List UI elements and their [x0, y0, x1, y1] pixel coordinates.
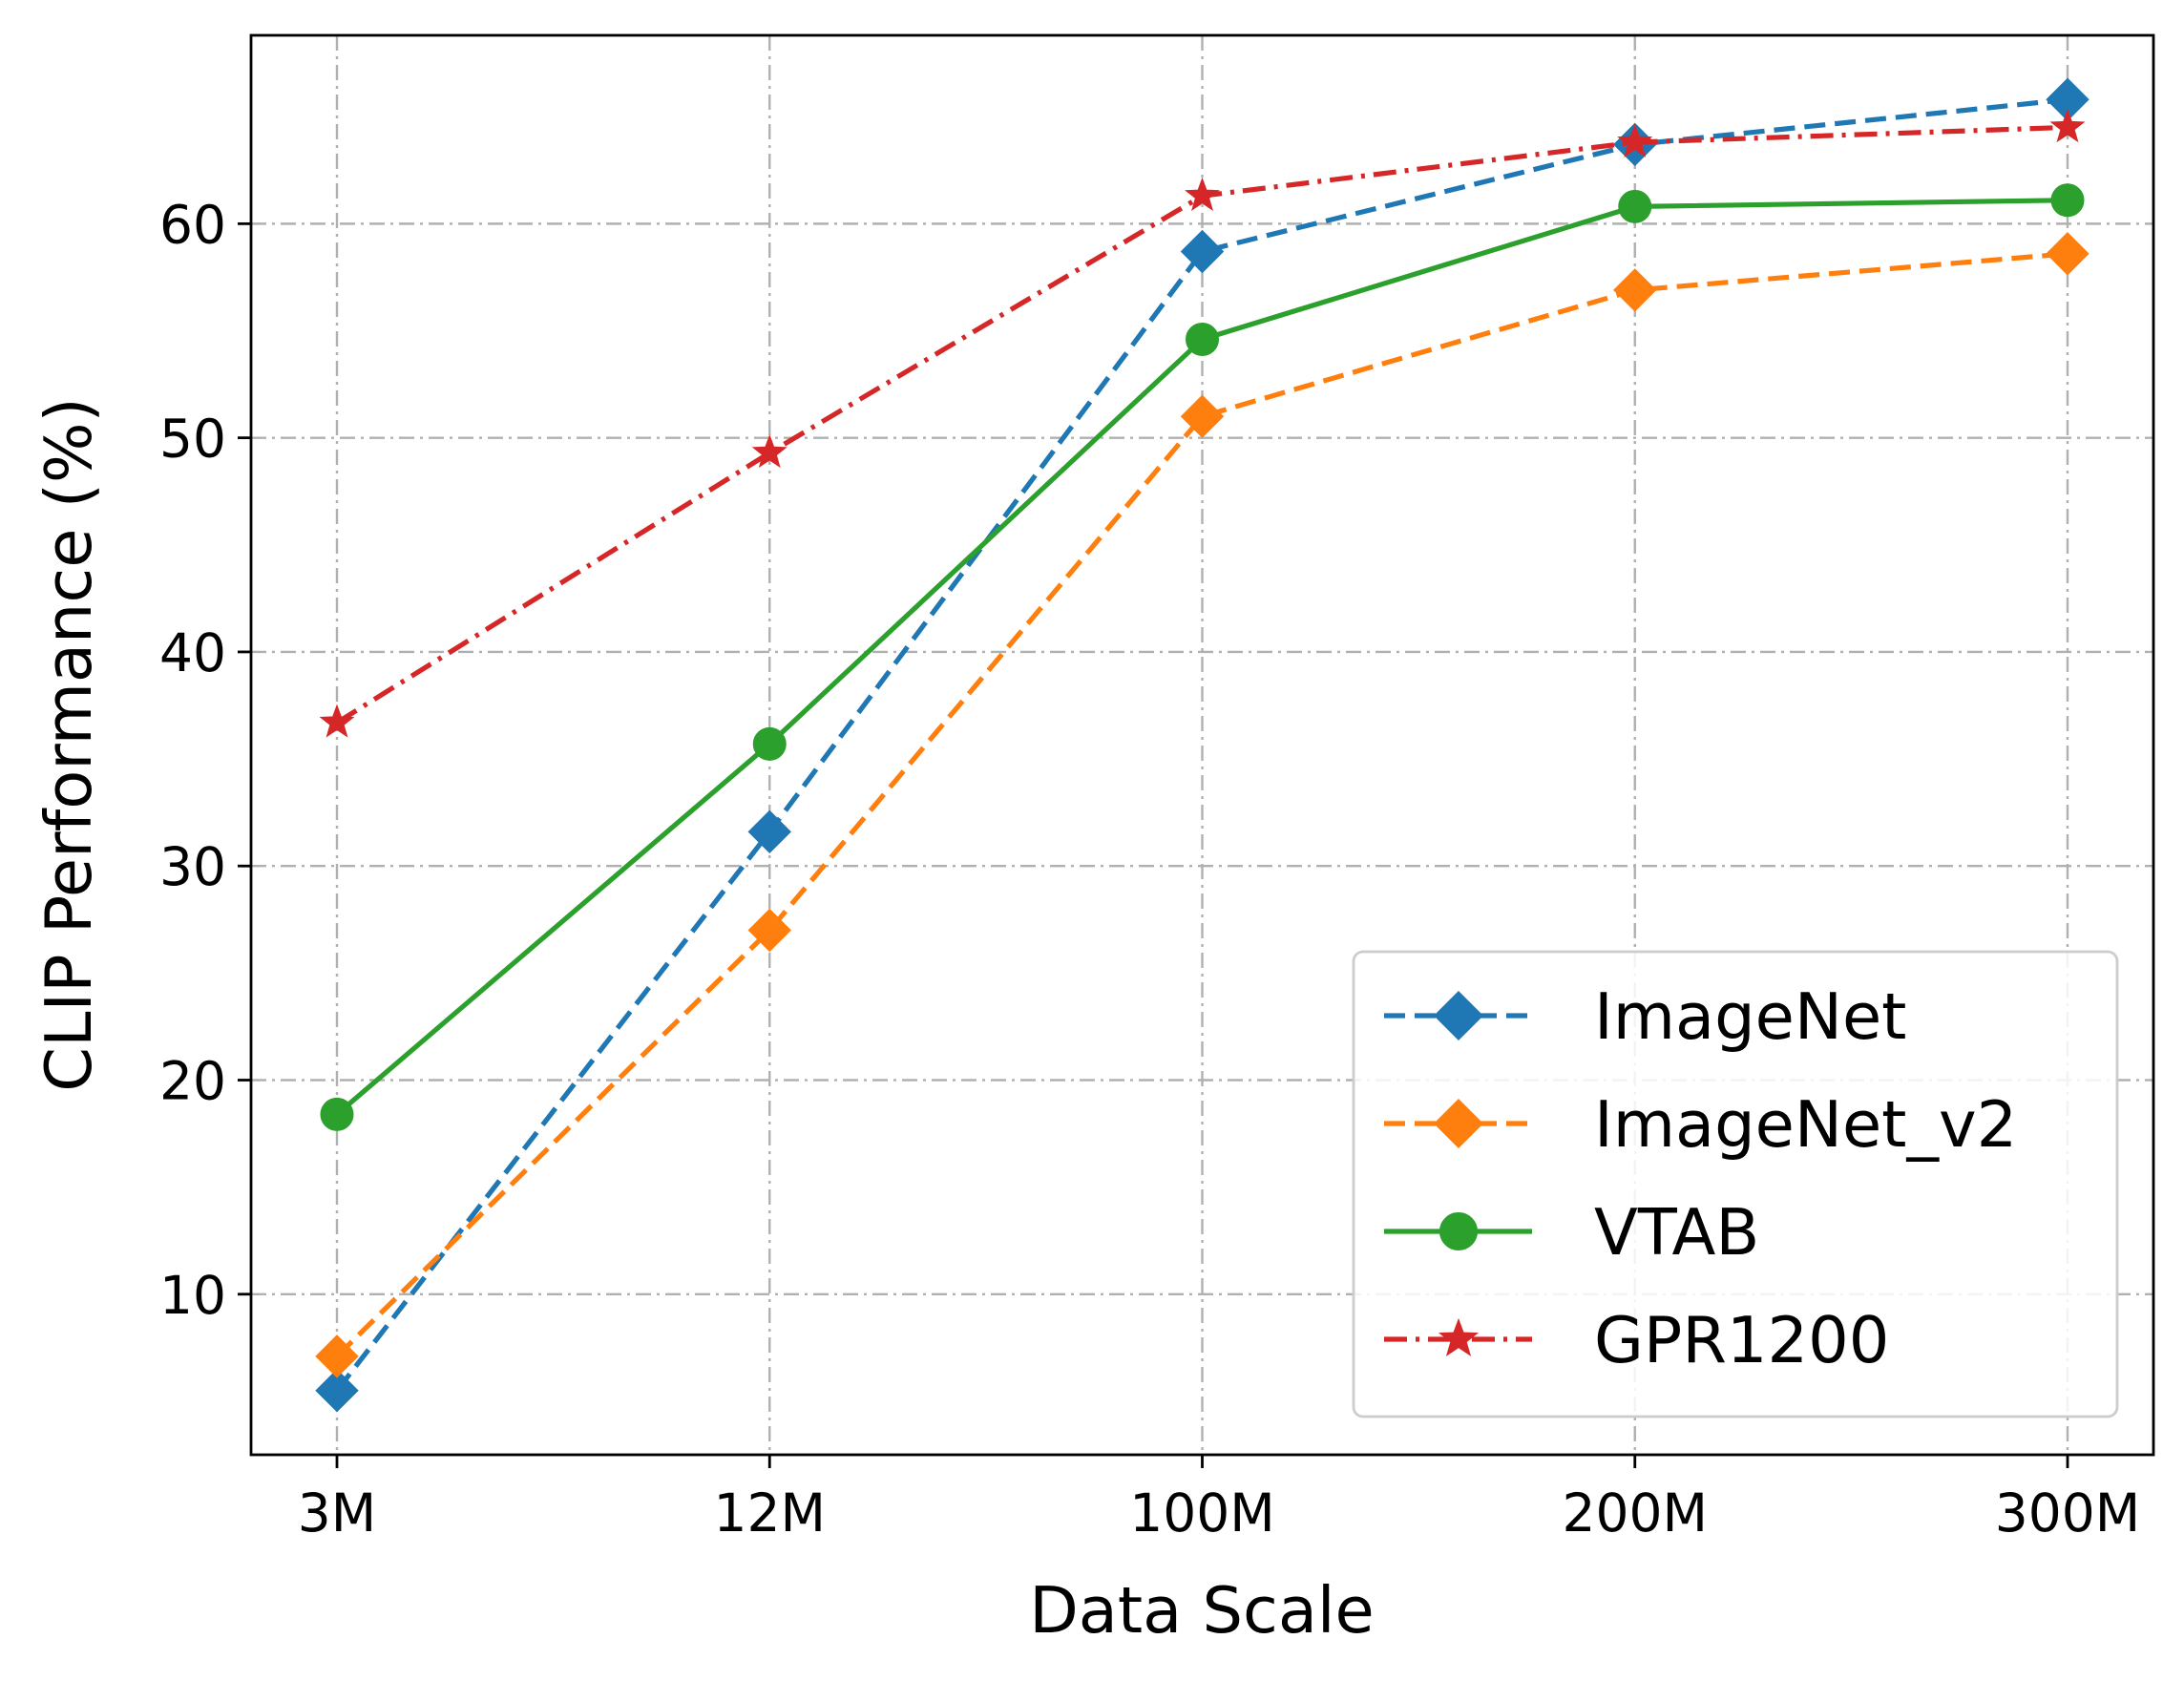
legend-entry-imagenet: ImageNet [1384, 979, 1906, 1054]
series-line-imagenet-v2 [335, 251, 2068, 1358]
legend-label-imagenet-v2: ImageNet_v2 [1594, 1087, 2017, 1162]
data-point-vtab-300m [2050, 183, 2085, 218]
data-point-vtab-12m [752, 726, 787, 761]
y-tick-label-10: 10 [159, 1265, 226, 1326]
series-imagenet-v2 [315, 232, 2090, 1378]
y-tick-label-60: 60 [159, 194, 226, 255]
x-tick-label-3m: 3M [298, 1482, 376, 1544]
legend-marker-gpr1200 [1438, 1317, 1480, 1356]
legend-label-vtab: VTAB [1594, 1195, 1759, 1270]
data-point-gpr1200-100m [1185, 177, 1220, 211]
legend-entry-gpr1200: GPR1200 [1384, 1303, 1889, 1377]
legend-marker-vtab [1438, 1211, 1479, 1251]
legend-entry-vtab: VTAB [1384, 1195, 1759, 1270]
data-point-vtab-3m [320, 1097, 354, 1131]
data-point-gpr1200-3m [319, 704, 355, 738]
data-point-imagenet-12m [747, 809, 791, 854]
data-point-vtab-100m [1186, 322, 1219, 356]
series-layer [315, 77, 2090, 1413]
legend: ImageNet ImageNet_v2 VTAB GPR1200 [1352, 950, 2119, 1418]
legend-label-imagenet: ImageNet [1594, 979, 1906, 1054]
data-point-gpr1200-300m [2049, 108, 2086, 143]
data-point-gpr1200-200m [1617, 123, 1653, 158]
x-tick-label-300m: 300M [1995, 1482, 2140, 1544]
data-point-imagenet-v2-200m [1613, 268, 1657, 312]
legend-marker-imagenet-v2 [1433, 1098, 1484, 1149]
data-point-imagenet-v2-300m [2046, 232, 2090, 276]
x-tick-label-12m: 12M [714, 1482, 826, 1544]
x-axis-label: Data Scale [1029, 1573, 1375, 1648]
data-point-imagenet-3m [315, 1369, 359, 1413]
data-point-imagenet-v2-100m [1180, 394, 1225, 438]
y-tick-label-40: 40 [159, 622, 226, 683]
data-point-imagenet-v2-3m [315, 1334, 359, 1378]
x-tick-label-100m: 100M [1129, 1482, 1274, 1544]
y-axis-label: CLIP Performance (%) [32, 397, 106, 1091]
y-tick-label-20: 20 [159, 1051, 226, 1112]
legend-marker-imagenet [1433, 990, 1484, 1041]
series-vtab [320, 183, 2085, 1131]
legend-box [1352, 950, 2119, 1418]
y-tick-label-30: 30 [159, 836, 226, 897]
legend-entry-imagenet-v2: ImageNet_v2 [1384, 1087, 2017, 1162]
series-line-imagenet [334, 96, 2068, 1393]
series-gpr1200 [319, 108, 2086, 738]
axis-ticks: 3M 12M 100M 200M 300M 10 20 30 40 50 60 [159, 194, 2140, 1544]
data-point-vtab-200m [1618, 189, 1652, 223]
x-tick-label-200m: 200M [1563, 1482, 1708, 1544]
data-point-gpr1200-12m [751, 433, 788, 469]
legend-label-gpr1200: GPR1200 [1594, 1303, 1889, 1377]
y-tick-label-50: 50 [159, 409, 226, 470]
data-point-imagenet-v2-12m [747, 908, 791, 953]
data-point-imagenet-100m [1180, 229, 1225, 274]
